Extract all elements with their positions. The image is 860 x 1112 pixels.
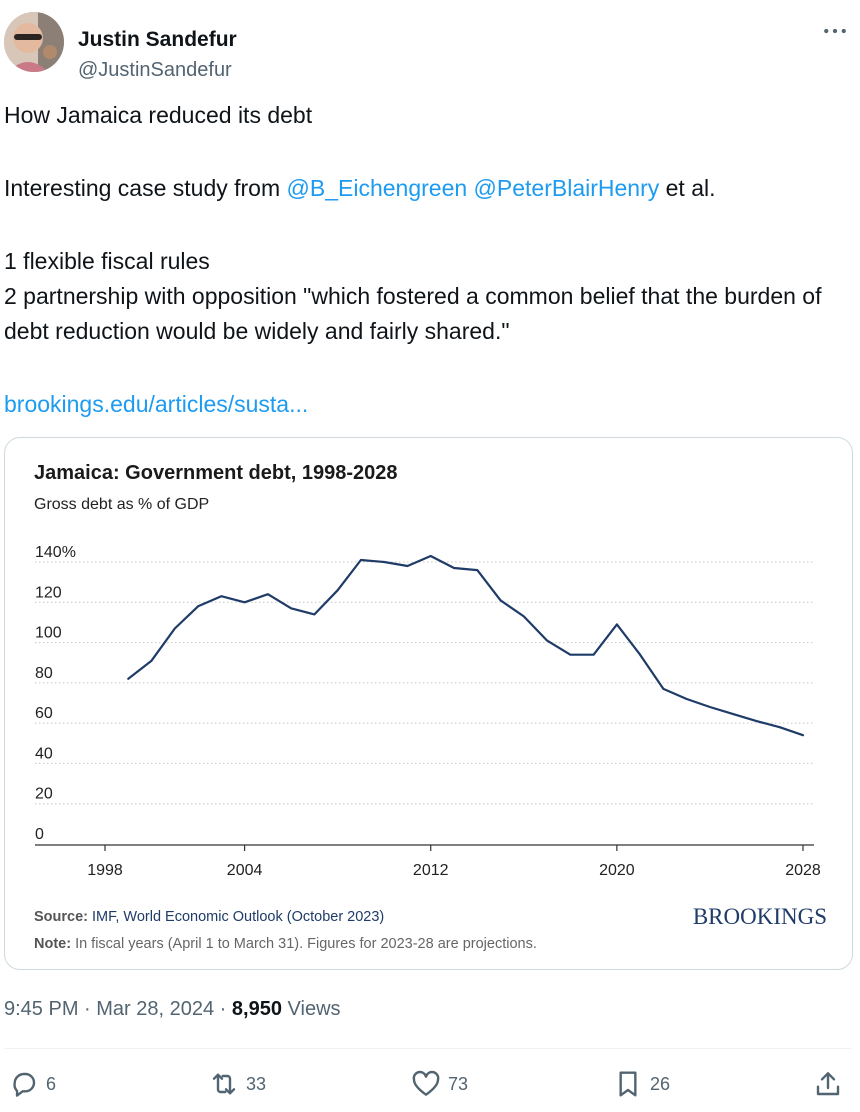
tweet-time[interactable]: 9:45 PM [4, 998, 79, 1020]
bookmark-button[interactable]: 26 [612, 1068, 670, 1100]
mention-link[interactable]: @B_Eichengreen [286, 175, 468, 201]
divider [4, 1048, 852, 1049]
debt-line [127, 554, 805, 737]
note-text: In fiscal years (April 1 to March 31). F… [75, 936, 537, 952]
chart-grid [35, 561, 814, 805]
bookmark-icon [612, 1068, 644, 1100]
action-bar: 6 33 73 26 [0, 1062, 860, 1106]
reply-count: 6 [46, 1073, 57, 1094]
y-tick-label: 100 [35, 625, 62, 642]
more-icon[interactable] [820, 16, 850, 46]
bookmark-count: 26 [650, 1073, 671, 1094]
y-tick-label: 20 [35, 786, 53, 803]
y-tick-label: 120 [35, 584, 62, 601]
y-axis: 0 20 40 60 80 100 120 140% [35, 544, 76, 843]
tweet-meta: 9:45 PM · Mar 28, 2024 · 8,950 Views [4, 998, 341, 1021]
chart-source: Source: IMF, World Economic Outlook (Octo… [34, 909, 384, 925]
tweet-header: Justin Sandefur @JustinSandefur [4, 12, 856, 81]
y-tick-label: 80 [35, 665, 53, 682]
reply-icon [8, 1068, 40, 1100]
views-label: Views [281, 998, 341, 1020]
note-label: Note: [34, 936, 71, 952]
separator: · [214, 998, 232, 1020]
brookings-logo: BROOKINGS [693, 904, 827, 929]
chart-subtitle: Gross debt as % of GDP [34, 496, 209, 513]
repost-icon [208, 1068, 240, 1100]
tweet-line: Interesting case study from @B_Eichengre… [4, 171, 844, 206]
source-text[interactable]: IMF, World Economic Outlook (October 202… [92, 909, 384, 925]
y-tick-label: 60 [35, 705, 53, 722]
tweet-text-segment: Interesting case study from [4, 175, 287, 201]
share-button[interactable] [812, 1068, 844, 1100]
repost-count: 33 [246, 1073, 267, 1094]
chart-title: Jamaica: Government debt, 1998-2028 [34, 462, 398, 484]
user-handle[interactable]: @JustinSandefur [78, 59, 232, 81]
mention-link[interactable]: @PeterBlairHenry [473, 175, 660, 201]
x-tick-label: 1998 [87, 862, 123, 879]
tweet-line: How Jamaica reduced its debt [4, 102, 313, 128]
tweet-date[interactable]: Mar 28, 2024 [96, 998, 215, 1020]
tweet-line: brookings.edu/articles/susta... [4, 387, 844, 422]
chart-series [127, 554, 805, 737]
x-axis: 1998 2004 2012 2020 2028 [35, 844, 821, 879]
source-label: Source: [34, 909, 88, 925]
y-tick-label: 0 [35, 826, 44, 843]
display-name[interactable]: Justin Sandefur [78, 28, 237, 51]
avatar[interactable] [4, 12, 64, 72]
share-icon [812, 1068, 844, 1100]
chart-note: Note: In fiscal years (April 1 to March 3… [34, 936, 537, 952]
like-count: 73 [448, 1073, 469, 1094]
x-tick-label: 2004 [227, 862, 263, 879]
x-tick-label: 2028 [785, 862, 821, 879]
article-link[interactable]: brookings.edu/articles/susta... [4, 391, 309, 417]
tweet-text-segment: et al. [659, 175, 716, 201]
reply-button[interactable]: 6 [8, 1068, 56, 1100]
y-tick-label: 40 [35, 745, 53, 762]
x-tick-label: 2020 [599, 862, 635, 879]
separator: · [78, 998, 97, 1020]
y-tick-label: 140% [35, 544, 76, 561]
x-tick-label: 2012 [413, 862, 449, 879]
like-button[interactable]: 73 [410, 1068, 468, 1100]
tweet-text: How Jamaica reduced its debt Interesting… [4, 98, 844, 422]
repost-button[interactable]: 33 [208, 1068, 266, 1100]
tweet-line: 2 partnership with opposition "which fos… [4, 283, 822, 344]
views-count: 8,950 [231, 998, 282, 1020]
tweet-line: 1 flexible fiscal rules [4, 248, 210, 274]
chart: Jamaica: Government debt, 1998-2028 Gros… [34, 462, 827, 952]
heart-icon [410, 1068, 442, 1100]
chart-card[interactable]: Jamaica: Government debt, 1998-2028 Gros… [4, 437, 853, 970]
